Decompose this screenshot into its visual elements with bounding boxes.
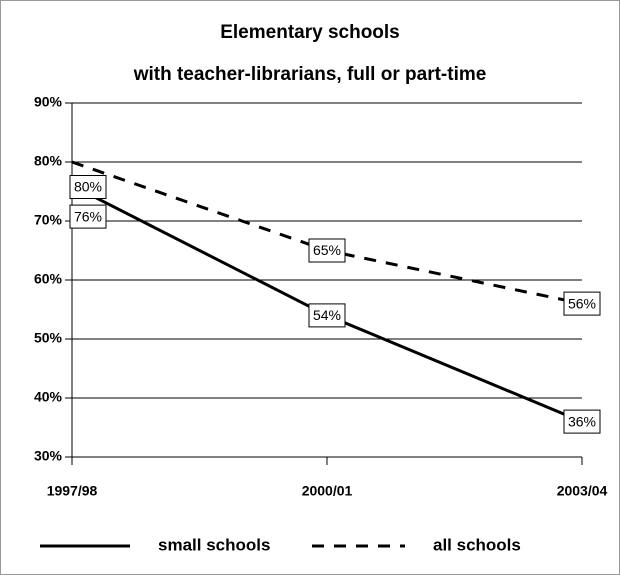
x-tick-label: 2000/01 bbox=[302, 483, 353, 499]
data-label: 76% bbox=[74, 208, 102, 224]
x-tick-label: 1997/98 bbox=[47, 483, 98, 499]
data-label-box bbox=[69, 204, 107, 229]
y-tick-label: 30% bbox=[34, 448, 63, 464]
y-tick-label: 70% bbox=[34, 212, 63, 228]
legend-label: small schools bbox=[158, 535, 270, 554]
y-tick-label: 80% bbox=[34, 153, 63, 169]
data-label: 56% bbox=[568, 295, 596, 311]
y-tick-label: 40% bbox=[34, 389, 63, 405]
y-tick-label: 60% bbox=[34, 271, 63, 287]
data-label: 36% bbox=[568, 413, 596, 429]
data-label-box bbox=[69, 175, 107, 199]
data-label-box bbox=[563, 291, 601, 316]
y-tick-label: 50% bbox=[34, 330, 63, 346]
chart-title: with teacher-librarians, full or part-ti… bbox=[133, 64, 487, 85]
chart-title: Elementary schools bbox=[220, 22, 400, 43]
data-label-box bbox=[563, 409, 601, 434]
data-label-box bbox=[308, 303, 346, 328]
x-tick-label: 2003/04 bbox=[557, 483, 608, 499]
y-tick-label: 90% bbox=[34, 94, 63, 110]
data-label: 65% bbox=[313, 242, 341, 258]
data-label: 80% bbox=[74, 179, 102, 195]
data-label-box bbox=[308, 238, 346, 263]
legend-label: all schools bbox=[433, 535, 521, 554]
data-label: 54% bbox=[313, 307, 341, 323]
